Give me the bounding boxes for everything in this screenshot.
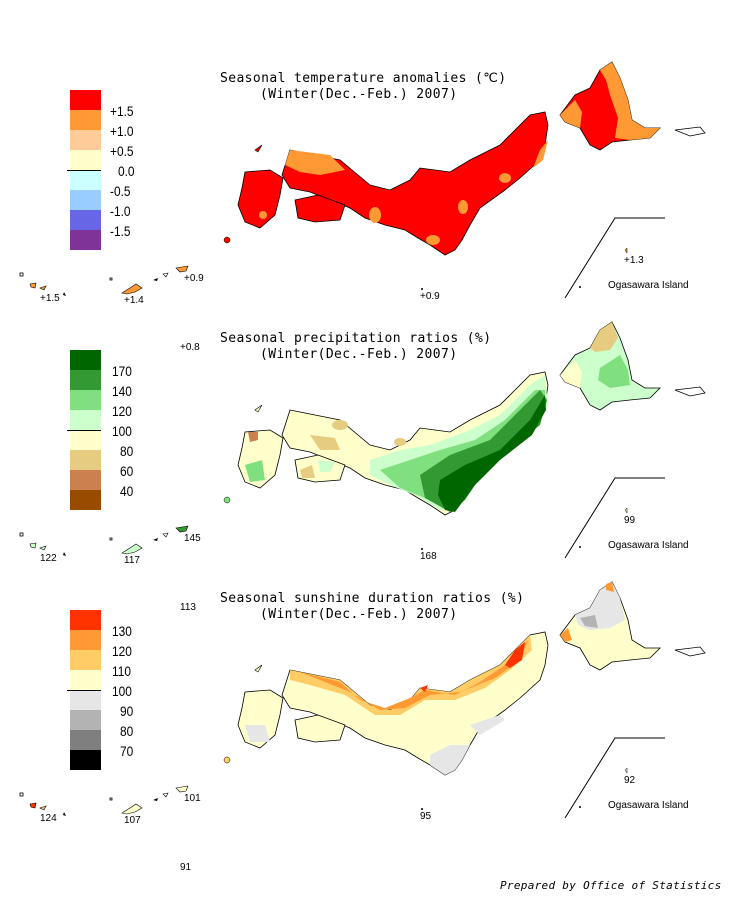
temperature-anomaly-panel: Seasonal temperature anomalies (℃) (Wint… [0,0,754,353]
station-value-chichijima: +1.3 [624,255,644,266]
legend-swatch [70,150,101,170]
legend-swatch [70,350,101,370]
legend-swatch [70,210,101,230]
station-value-chichijima: 99 [624,515,636,526]
station-value-amami: 101 [184,793,201,804]
legend-swatch [70,110,101,130]
legend-swatch [70,370,101,390]
legend-tick: 110 [112,663,131,679]
legend-swatch [70,610,101,630]
temperature-map [19,61,706,299]
station-value-sakishima: 124 [40,813,57,824]
temperature-title-line1: Seasonal temperature anomalies (℃) [220,71,507,86]
legend-swatch [70,490,101,510]
sunshine-map [19,581,706,819]
legend-swatch [70,670,101,690]
legend-normal-line [67,690,101,691]
legend-swatch [70,130,101,150]
ogasawara-label: Ogasawara Island [608,280,689,291]
legend-tick: 100 [112,683,132,699]
station-value-okinawa: 117 [124,555,140,566]
legend-swatch [70,710,101,730]
precipitation-title-line2: (Winter(Dec.-Feb.) 2007) [260,347,458,362]
legend-tick: +0.5 [110,143,134,159]
station-value-hachijojima: 168 [420,551,437,562]
station-value-hachijojima: 95 [420,811,432,822]
sunshine-title-line1: Seasonal sunshine duration ratios (%) [220,591,525,606]
ogasawara-label: Ogasawara Island [608,540,689,551]
legend-swatch [70,750,101,770]
legend-swatch [70,410,101,430]
legend-swatch [70,390,101,410]
credit-text: Prepared by Office of Statistics [500,879,722,892]
legend-swatch [70,190,101,210]
legend-tick: 130 [112,623,132,639]
legend-swatch [70,90,101,110]
legend-tick: -0.5 [110,183,131,199]
station-value-minamidaito: +0.8 [180,342,200,353]
legend-tick: +1.0 [110,123,134,139]
sunshine-title-line2: (Winter(Dec.-Feb.) 2007) [260,607,458,622]
legend-tick: 80 [120,723,134,739]
legend-tick: 40 [120,483,134,499]
legend-swatch [70,730,101,750]
legend-tick: 70 [120,743,134,759]
station-value-minamidaito: 113 [180,602,196,613]
legend-normal-line [67,430,101,431]
legend-zero-line [67,170,101,171]
temperature-title-line2: (Winter(Dec.-Feb.) 2007) [260,87,458,102]
precipitation-map [19,321,706,559]
legend-swatch [70,170,101,190]
station-value-amami: 145 [184,533,201,544]
station-value-sakishima: 122 [40,553,57,564]
legend-tick: 170 [112,363,132,379]
legend-tick: +1.5 [110,103,134,119]
station-value-chichijima: 92 [624,775,636,786]
legend-tick: 90 [120,703,134,719]
station-value-amami: +0.9 [184,273,204,284]
legend-swatch [70,430,101,450]
station-value-minamidaito: 91 [180,862,192,873]
legend-tick: 80 [120,443,134,459]
legend-swatch [70,450,101,470]
legend-swatch [70,650,101,670]
legend-swatch [70,470,101,490]
station-value-okinawa: 107 [124,815,141,826]
legend-tick: 140 [112,383,132,399]
legend-swatch [70,630,101,650]
station-value-sakishima: +1.5 [40,293,60,304]
legend-tick: 120 [112,403,132,419]
legend-tick: 100 [112,423,132,439]
ogasawara-label: Ogasawara Island [608,800,689,811]
precipitation-ratio-panel: Seasonal precipitation ratios (%) (Winte… [0,260,754,613]
legend-tick: -1.5 [110,223,131,239]
legend-swatch [70,690,101,710]
legend-tick: 60 [120,463,134,479]
station-value-hachijojima: +0.9 [420,291,440,302]
sunshine-ratio-panel: Seasonal sunshine duration ratios (%) (W… [0,520,754,873]
legend-swatch [70,230,101,250]
precipitation-title-line1: Seasonal precipitation ratios (%) [220,331,492,346]
station-value-okinawa: +1.4 [124,295,144,306]
legend-tick: 120 [112,643,132,659]
legend-tick: 0.0 [118,163,135,179]
legend-tick: -1.0 [110,203,131,219]
